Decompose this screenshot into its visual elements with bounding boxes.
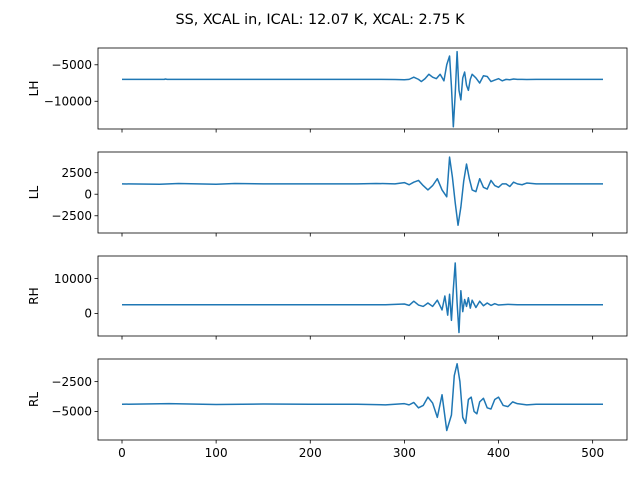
series-line xyxy=(122,50,603,128)
y-tick-label: 2500 xyxy=(61,166,92,180)
axes-frame xyxy=(97,255,628,337)
y-tick-label: −5000 xyxy=(51,58,92,72)
y-tick-label: 0 xyxy=(84,307,92,321)
y-tick-label: −10000 xyxy=(44,95,92,109)
axes-frame xyxy=(97,151,628,234)
axes-frame xyxy=(97,358,628,441)
y-axis-label: LH xyxy=(27,81,41,97)
subplot-lh: −10000 −5000 LH xyxy=(27,47,628,133)
y-tick-label: 0 xyxy=(84,188,92,202)
series-line xyxy=(121,156,603,226)
series-line xyxy=(121,363,603,432)
y-tick-label: −5000 xyxy=(51,405,92,419)
subplot-ll: −2500 0 2500 LL xyxy=(27,151,628,237)
y-axis-label: LL xyxy=(27,186,41,200)
y-axis-label: RH xyxy=(27,287,41,304)
subplot-rh: 0 10000 RH xyxy=(27,255,628,340)
x-tick-label: 500 xyxy=(581,446,604,460)
subplot-rl: −5000 −2500 0 100 200 300 400 500 RL xyxy=(27,358,628,460)
figure-title: SS, XCAL in, ICAL: 12.07 K, XCAL: 2.75 K xyxy=(175,12,465,28)
x-tick-label: 300 xyxy=(393,446,416,460)
x-tick-label: 400 xyxy=(487,446,510,460)
x-tick-label: 100 xyxy=(205,446,228,460)
x-tick-label: 0 xyxy=(118,446,126,460)
y-tick-label: 10000 xyxy=(54,272,92,286)
subplot-panels: −10000 −5000 LH −2500 0 2500 LL 0 10000 RH −5000 −2… xyxy=(27,47,628,460)
y-tick-label: −2500 xyxy=(51,375,92,389)
y-tick-label: −2500 xyxy=(51,209,92,223)
x-tick-label: 200 xyxy=(299,446,322,460)
series-line xyxy=(122,262,603,334)
axes-frame xyxy=(97,47,628,130)
y-axis-label: RL xyxy=(27,392,41,407)
